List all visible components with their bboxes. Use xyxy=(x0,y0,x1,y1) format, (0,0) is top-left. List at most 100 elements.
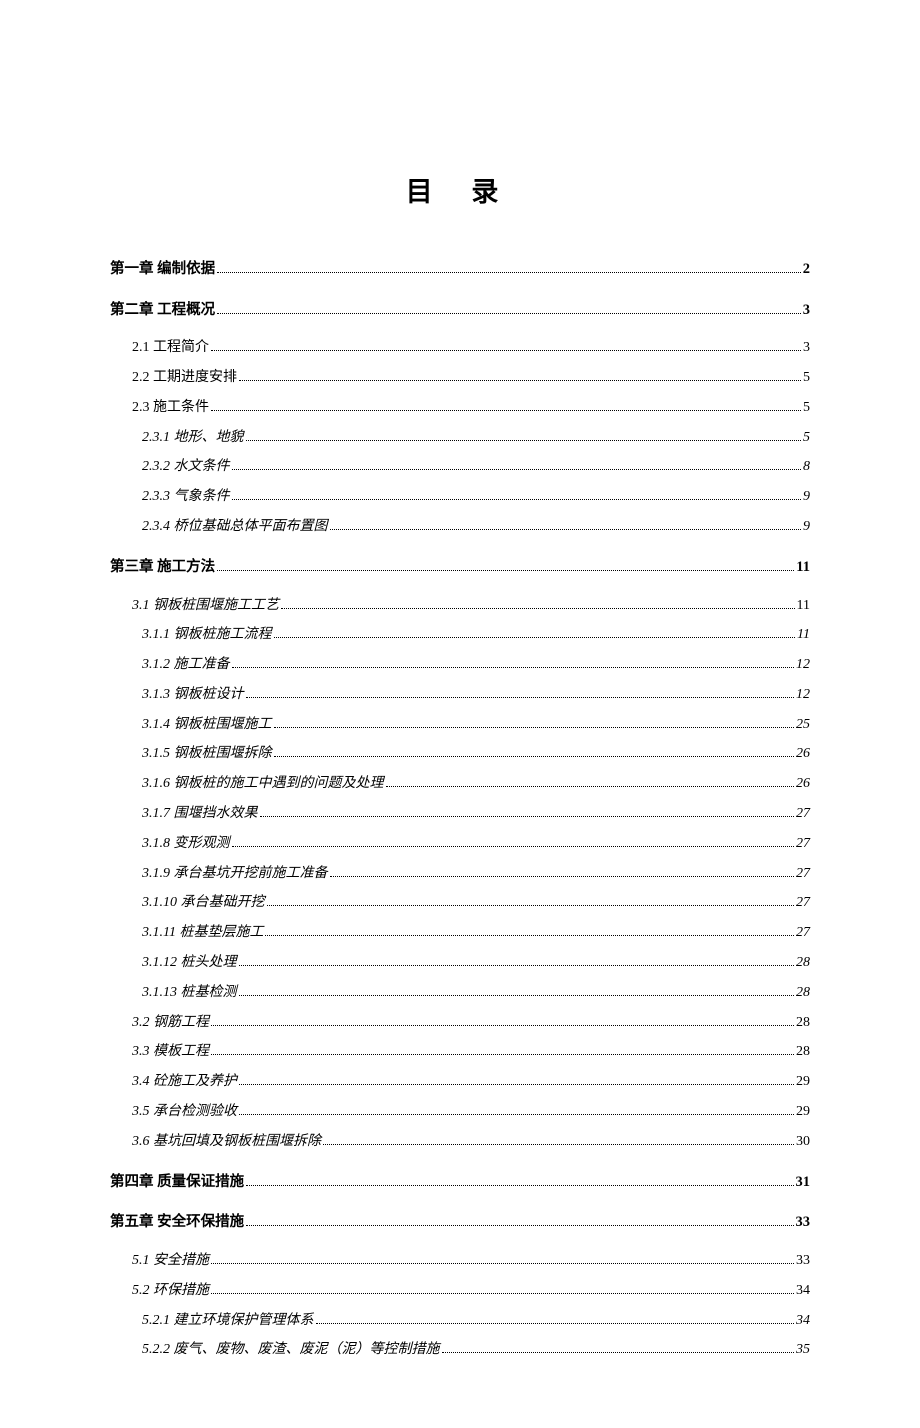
toc-dots xyxy=(330,529,802,530)
toc-entry-label: 第四章 质量保证措施 xyxy=(110,1170,244,1195)
toc-entry-label: 5.2.2 废气、废物、废渣、废泥（泥）等控制措施 xyxy=(142,1338,440,1362)
toc-entry: 5.2 环保措施34 xyxy=(110,1279,810,1303)
toc-entry-page: 11 xyxy=(796,555,810,580)
toc-entry: 2.3.3 气象条件9 xyxy=(110,485,810,509)
toc-entry-page: 27 xyxy=(796,891,810,915)
toc-entry: 3.1.10 承台基础开挖27 xyxy=(110,891,810,915)
toc-entry-page: 27 xyxy=(796,802,810,826)
toc-entry-label: 2.3.1 地形、地貌 xyxy=(142,426,244,450)
toc-entry-label: 2.3 施工条件 xyxy=(132,396,209,420)
toc-dots xyxy=(246,697,795,698)
toc-entry-label: 2.3.4 桥位基础总体平面布置图 xyxy=(142,515,328,539)
toc-entry-label: 3.1.1 钢板桩施工流程 xyxy=(142,623,272,647)
toc-dots xyxy=(239,1114,794,1115)
toc-entry: 3.1 钢板桩围堰施工工艺 11 xyxy=(110,594,810,618)
toc-entry-page: 27 xyxy=(796,862,810,886)
toc-dots xyxy=(211,1054,794,1055)
toc-entry-page: 28 xyxy=(796,1040,810,1064)
toc-dots xyxy=(217,313,801,314)
toc-entry: 2.3.2 水文条件8 xyxy=(110,455,810,479)
toc-dots xyxy=(211,1025,794,1026)
toc-entry-label: 2.1 工程简介 xyxy=(132,336,209,360)
toc-entry-page: 12 xyxy=(796,683,810,707)
toc-dots xyxy=(267,905,795,906)
toc-entry: 3.1.1 钢板桩施工流程 11 xyxy=(110,623,810,647)
toc-entry-page: 11 xyxy=(797,623,810,647)
toc-entry-page: 33 xyxy=(796,1210,811,1235)
toc-entry: 2.2 工期进度安排5 xyxy=(110,366,810,390)
toc-entry-page: 12 xyxy=(796,653,810,677)
toc-page: 目 录 第一章 编制依据2 第二章 工程概况 3 2.1 工程简介 3 2.2 工期进度安… xyxy=(0,0,920,1428)
toc-entry-label: 第二章 工程概况 xyxy=(110,298,215,323)
toc-entry-label: 5.2.1 建立环境保护管理体系 xyxy=(142,1309,314,1333)
toc-entry-page: 29 xyxy=(796,1070,810,1094)
toc-entry-label: 3.1.4 钢板桩围堰施工 xyxy=(142,713,272,737)
toc-entry-label: 3.1 钢板桩围堰施工工艺 xyxy=(132,594,279,618)
toc-entry-page: 2 xyxy=(803,257,810,282)
toc-entry: 2.3.1 地形、地貌 5 xyxy=(110,426,810,450)
toc-entry: 第三章 施工方法11 xyxy=(110,555,810,580)
toc-entry-page: 26 xyxy=(796,772,810,796)
toc-entry-label: 3.1.9 承台基坑开挖前施工准备 xyxy=(142,862,328,886)
toc-entry-label: 3.2 钢筋工程 xyxy=(132,1011,209,1035)
toc-dots xyxy=(281,608,795,609)
toc-dots xyxy=(211,350,801,351)
toc-entry-label: 3.1.2 施工准备 xyxy=(142,653,230,677)
toc-dots xyxy=(330,876,795,877)
toc-entry: 2.1 工程简介 3 xyxy=(110,336,810,360)
toc-entry: 3.1.8 变形观测27 xyxy=(110,832,810,856)
toc-entry-label: 5.2 环保措施 xyxy=(132,1279,209,1303)
toc-entry: 5.2.2 废气、废物、废渣、废泥（泥）等控制措施 35 xyxy=(110,1338,810,1362)
toc-entry: 第一章 编制依据2 xyxy=(110,257,810,282)
toc-dots xyxy=(232,667,795,668)
toc-dots xyxy=(239,380,801,381)
toc-dots xyxy=(211,410,801,411)
toc-entry: 第二章 工程概况 3 xyxy=(110,298,810,323)
toc-entry-label: 3.1.3 钢板桩设计 xyxy=(142,683,244,707)
toc-entry: 5.2.1 建立环境保护管理体系34 xyxy=(110,1309,810,1333)
toc-title: 目 录 xyxy=(110,170,810,209)
toc-entry-label: 3.1.13 桩基检测 xyxy=(142,981,237,1005)
toc-dots xyxy=(442,1352,795,1353)
toc-dots xyxy=(246,1185,793,1186)
toc-entry-label: 3.5 承台检测验收 xyxy=(132,1100,237,1124)
toc-entry-page: 9 xyxy=(803,515,810,539)
toc-entry-label: 2.2 工期进度安排 xyxy=(132,366,237,390)
toc-container: 第一章 编制依据2第二章 工程概况32.1 工程简介32.2 工期进度安排52.… xyxy=(110,257,810,1362)
toc-dots xyxy=(274,637,796,638)
toc-entry-label: 3.1.12 桩头处理 xyxy=(142,951,237,975)
toc-entry-page: 33 xyxy=(796,1249,810,1273)
toc-dots xyxy=(217,272,801,273)
toc-dots xyxy=(211,1293,794,1294)
toc-entry-label: 3.3 模板工程 xyxy=(132,1040,209,1064)
toc-entry-page: 27 xyxy=(796,832,810,856)
toc-entry-label: 3.1.5 钢板桩围堰拆除 xyxy=(142,742,272,766)
toc-dots xyxy=(217,570,794,571)
toc-entry: 3.1.5 钢板桩围堰拆除26 xyxy=(110,742,810,766)
toc-entry: 3.1.13 桩基检测 28 xyxy=(110,981,810,1005)
toc-dots xyxy=(274,756,795,757)
toc-entry-page: 30 xyxy=(796,1130,810,1154)
toc-entry: 3.4 砼施工及养护29 xyxy=(110,1070,810,1094)
toc-entry: 5.1 安全措施33 xyxy=(110,1249,810,1273)
toc-dots xyxy=(232,469,802,470)
toc-entry-page: 3 xyxy=(803,336,810,360)
toc-entry-page: 5 xyxy=(803,426,810,450)
toc-entry-page: 11 xyxy=(797,594,810,618)
toc-dots xyxy=(316,1323,795,1324)
toc-dots xyxy=(274,727,795,728)
toc-entry-page: 35 xyxy=(796,1338,810,1362)
toc-entry: 2.3.4 桥位基础总体平面布置图 9 xyxy=(110,515,810,539)
toc-entry-page: 8 xyxy=(803,455,810,479)
toc-entry-page: 28 xyxy=(796,1011,810,1035)
toc-dots xyxy=(211,1263,794,1264)
toc-entry-page: 9 xyxy=(803,485,810,509)
toc-entry-page: 3 xyxy=(803,298,810,323)
toc-dots xyxy=(232,846,795,847)
toc-entry-page: 28 xyxy=(796,981,810,1005)
toc-entry: 3.1.7 围堰挡水效果27 xyxy=(110,802,810,826)
toc-entry: 3.1.2 施工准备 12 xyxy=(110,653,810,677)
toc-entry: 3.6 基坑回填及钢板桩围堰拆除30 xyxy=(110,1130,810,1154)
toc-entry-page: 25 xyxy=(796,713,810,737)
toc-entry: 第五章 安全环保措施33 xyxy=(110,1210,810,1235)
